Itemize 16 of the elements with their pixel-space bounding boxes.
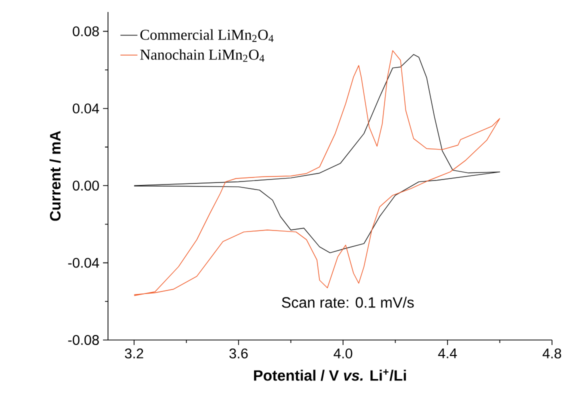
x-tick-label: 3.2 xyxy=(124,348,144,358)
x-tick-label: 4.8 xyxy=(542,348,562,358)
y-tick-label: -0.08 xyxy=(68,335,99,345)
line-series xyxy=(134,50,500,296)
y-tick-label: -0.04 xyxy=(68,258,100,268)
annotation: Scan rate: 0.1 mV/s xyxy=(282,296,414,308)
x-tick-label: 4.4 xyxy=(438,348,457,358)
y-tick-label: 0.08 xyxy=(72,26,99,36)
legend-label: Commercial LiMn$_{2}$O$_{4}$ xyxy=(140,29,274,42)
y-axis-title: Current / mA xyxy=(50,130,61,221)
y-tick-label: 0.00 xyxy=(72,180,99,191)
x-tick-label: 4.0 xyxy=(334,348,352,358)
x-tick-label: 3.6 xyxy=(229,348,248,358)
text: Potential / V vs. Li$^{+}$/Li xyxy=(254,369,406,381)
y-tick-label: 0.04 xyxy=(72,104,100,114)
legend-label: Nanochain LiMn$_{2}$O$_{4}$ xyxy=(140,49,264,62)
